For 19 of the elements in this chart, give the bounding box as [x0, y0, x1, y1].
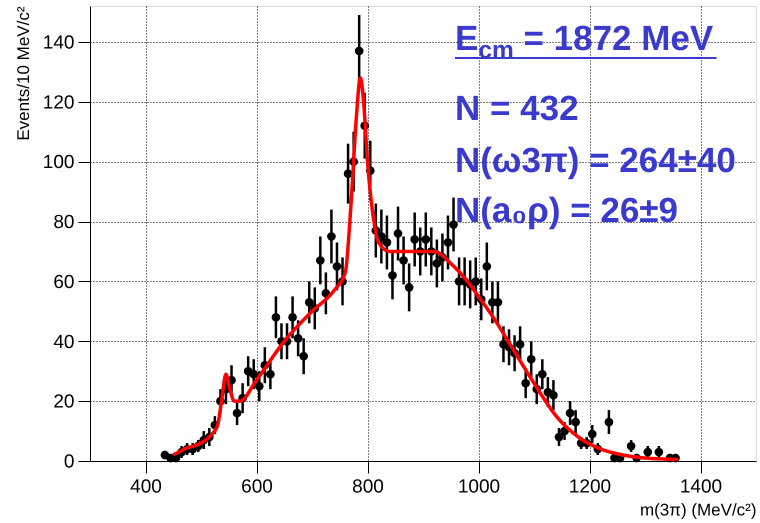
y-tick-label: 60 [53, 272, 74, 293]
x-tick-label: 600 [241, 476, 273, 498]
annotation: N(a₀ρ) = 26±9 [455, 191, 678, 230]
x-tick-label: 1400 [680, 476, 722, 498]
y-tick-label: 140 [42, 32, 74, 54]
x-tick-label: 1000 [458, 476, 500, 498]
y-tick-label: 40 [53, 332, 74, 353]
y-tick-label: 80 [53, 212, 74, 234]
annotation: N = 432 [455, 89, 579, 128]
y-tick-label: 120 [42, 92, 74, 114]
x-axis-title: m(3π) (MeV/c²) [640, 500, 756, 520]
y-tick-label: 20 [53, 392, 74, 413]
x-tick-label: 1200 [568, 476, 612, 498]
y-tick-label: 100 [42, 152, 74, 174]
y-tick-label: 0 [64, 452, 74, 472]
x-tick-label: 800 [352, 476, 384, 498]
y-axis-title: Events/10 MeV/c² [14, 6, 33, 141]
x-tick-label: 400 [130, 476, 162, 498]
annotation: N(ω3π) = 264±40 [455, 141, 736, 180]
